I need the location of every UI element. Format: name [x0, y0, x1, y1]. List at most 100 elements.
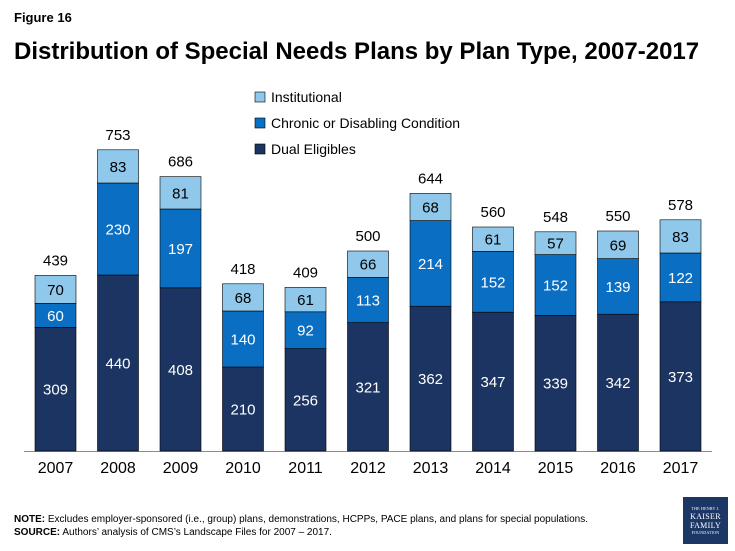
total-label-2007: 439 [43, 252, 68, 269]
x-tick-label-2012: 2012 [350, 460, 386, 477]
x-tick-label-2017: 2017 [663, 460, 699, 477]
data-label-1-2011: 92 [297, 323, 314, 340]
bar-segment-institutional-2016 [597, 230, 639, 259]
x-tick-label-2009: 2009 [163, 460, 199, 477]
stacked-bar-chart: 3096070439200744023083753200840819781686… [24, 89, 712, 477]
data-label-2-2009: 81 [172, 185, 189, 202]
total-label-2013: 644 [418, 170, 443, 187]
logo-line-4: FOUNDATION [691, 529, 720, 535]
data-label-1-2016: 139 [605, 279, 630, 296]
legend-swatch-chronic-or-disabling-condition [254, 117, 266, 129]
logo-line-1: THE HENRY J. [691, 505, 720, 511]
bar-segment-chronic-or-disabling-condition-2009 [159, 208, 202, 289]
total-label-2015: 548 [543, 209, 568, 226]
data-label-0-2017: 373 [668, 369, 693, 386]
bar-segment-institutional-2017 [659, 219, 702, 254]
data-label-0-2013: 362 [418, 371, 443, 388]
bar-segment-institutional-2013 [409, 193, 452, 221]
bar-segment-dual-eligibles-2008 [97, 274, 139, 452]
x-tick-label-2016: 2016 [600, 460, 636, 477]
x-tick-label-2015: 2015 [538, 460, 574, 477]
bar-segment-chronic-or-disabling-condition-2012 [347, 277, 389, 323]
data-label-1-2008: 230 [105, 222, 130, 239]
source-line: SOURCE: Authors’ analysis of CMS’s Lands… [14, 526, 654, 539]
data-label-0-2010: 210 [230, 402, 255, 419]
data-label-0-2009: 408 [168, 362, 193, 379]
bar-segment-dual-eligibles-2011 [284, 348, 327, 452]
legend-swatch-institutional [254, 91, 266, 103]
legend-label-dual-eligibles: Dual Eligibles [271, 141, 356, 157]
bar-segment-dual-eligibles-2010 [222, 366, 264, 452]
total-label-2016: 550 [605, 208, 630, 225]
figure-label: Figure 16 [14, 10, 72, 25]
total-label-2009: 686 [168, 154, 193, 171]
data-label-2-2007: 70 [47, 282, 64, 299]
data-label-1-2017: 122 [668, 270, 693, 287]
x-tick-label-2008: 2008 [100, 460, 136, 477]
bar-segment-dual-eligibles-2009 [159, 287, 202, 452]
data-label-2-2013: 68 [422, 200, 439, 217]
x-tick-label-2013: 2013 [413, 460, 449, 477]
data-label-1-2015: 152 [543, 278, 568, 295]
source-text: Authors’ analysis of CMS’s Landscape Fil… [62, 527, 332, 538]
legend-label-institutional: Institutional [271, 89, 342, 105]
bar-segment-chronic-or-disabling-condition-2014 [472, 251, 514, 313]
chart-title: Distribution of Special Needs Plans by P… [14, 38, 700, 65]
data-label-0-2012: 321 [355, 379, 380, 396]
data-label-1-2007: 60 [47, 308, 64, 325]
data-label-2-2012: 66 [360, 257, 377, 274]
bar-segment-chronic-or-disabling-condition-2017 [659, 252, 702, 303]
total-label-2010: 418 [230, 261, 255, 278]
bar-segment-institutional-2008 [97, 149, 139, 184]
kff-logo: THE HENRY J. KAISER FAMILY FOUNDATION [683, 497, 728, 544]
bar-segment-chronic-or-disabling-condition-2015 [534, 254, 577, 316]
data-label-2-2016: 69 [610, 237, 627, 254]
note-text: Excludes employer-sponsored (i.e., group… [47, 514, 588, 525]
bar-segment-dual-eligibles-2014 [472, 311, 514, 452]
data-label-2-2014: 61 [485, 232, 502, 249]
data-label-2-2010: 68 [235, 290, 252, 307]
bar-segment-dual-eligibles-2015 [534, 315, 577, 452]
data-label-2-2008: 83 [110, 159, 127, 176]
legend-label-chronic-or-disabling-condition: Chronic or Disabling Condition [271, 115, 460, 131]
note-label: NOTE: [14, 514, 46, 525]
data-label-1-2009: 197 [168, 241, 193, 258]
bar-segment-dual-eligibles-2007 [34, 327, 77, 452]
total-label-2014: 560 [480, 204, 505, 221]
x-tick-label-2010: 2010 [225, 460, 261, 477]
data-label-0-2015: 339 [543, 376, 568, 393]
total-label-2017: 578 [668, 197, 693, 214]
bar-segment-chronic-or-disabling-condition-2016 [597, 258, 639, 315]
logo-line-3: FAMILY [689, 520, 722, 530]
x-tick-label-2011: 2011 [288, 460, 323, 477]
bar-segment-institutional-2014 [472, 226, 514, 252]
x-tick-label-2014: 2014 [475, 460, 511, 477]
bar-segment-institutional-2012 [347, 250, 389, 278]
bar-segment-institutional-2015 [534, 231, 577, 255]
bar-segment-dual-eligibles-2017 [659, 301, 702, 452]
bar-segment-chronic-or-disabling-condition-2011 [284, 311, 327, 349]
total-label-2012: 500 [355, 228, 380, 245]
note-line: NOTE: Excludes employer-sponsored (i.e.,… [14, 513, 654, 526]
data-label-0-2008: 440 [105, 356, 130, 373]
bar-segment-institutional-2011 [284, 287, 327, 313]
data-label-0-2011: 256 [293, 392, 318, 409]
data-label-1-2012: 113 [356, 293, 380, 310]
data-label-0-2007: 309 [43, 382, 68, 399]
legend-swatch-dual-eligibles [254, 143, 266, 155]
data-label-2-2015: 57 [547, 236, 564, 253]
data-label-2-2017: 83 [672, 229, 689, 246]
bar-segment-institutional-2009 [159, 176, 202, 210]
x-tick-label-2007: 2007 [38, 460, 74, 477]
bar-segment-chronic-or-disabling-condition-2008 [97, 182, 139, 276]
notes-block: NOTE: Excludes employer-sponsored (i.e.,… [14, 513, 654, 539]
data-label-1-2014: 152 [480, 274, 505, 291]
data-label-0-2014: 347 [480, 374, 505, 391]
logo-line-2: KAISER [690, 511, 721, 521]
total-label-2008: 753 [105, 127, 130, 144]
data-label-1-2010: 140 [230, 332, 255, 349]
bar-segment-dual-eligibles-2016 [597, 313, 639, 452]
data-label-2-2011: 61 [297, 292, 314, 309]
data-label-0-2016: 342 [605, 375, 630, 392]
bar-segment-chronic-or-disabling-condition-2010 [222, 310, 264, 368]
